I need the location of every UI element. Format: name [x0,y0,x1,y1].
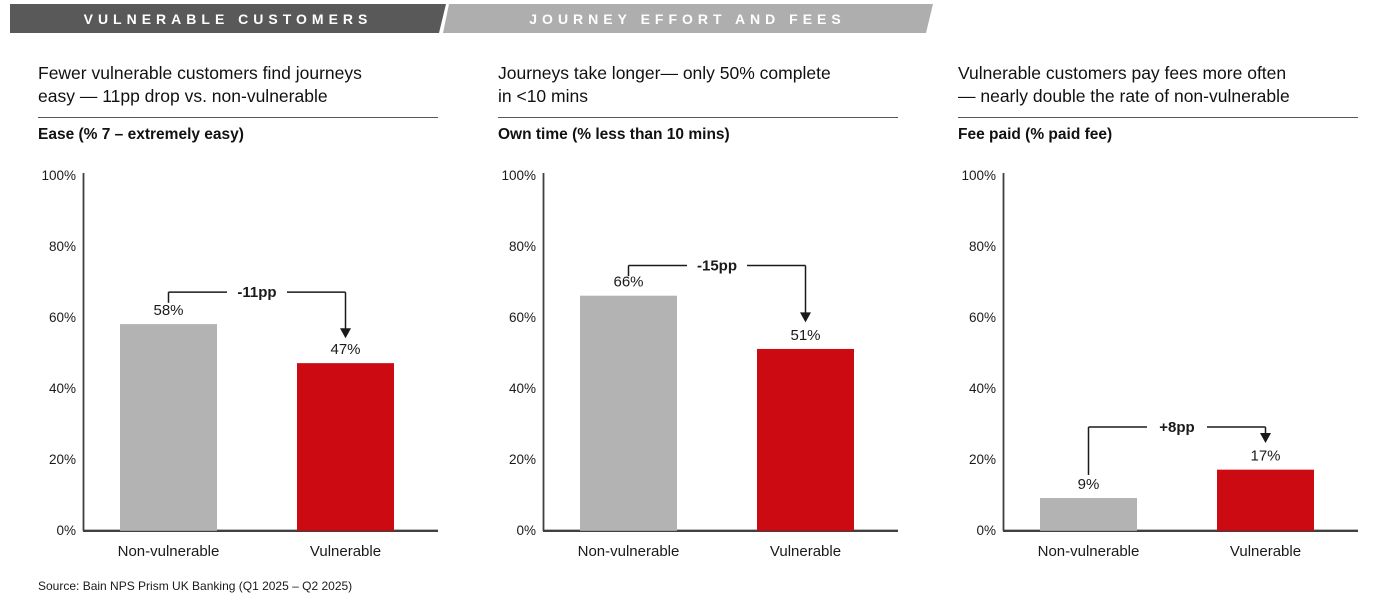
annotation-label: +8pp [1159,419,1194,436]
y-tick-label: 100% [41,168,76,183]
bar-chart-own-time: 0% 20% 40% 60% 80% 100% 66% Non-vulnerable 51% Vu… [501,168,898,560]
y-tick-label: 80% [969,239,996,254]
panel-title-line1: Fewer vulnerable customers find journeys [38,63,362,83]
title-divider [38,117,438,118]
panel-title-line2: — nearly double the rate of non-vulnerab… [958,86,1290,106]
bar-chart-fee-paid: 0% 20% 40% 60% 80% 100% 9% Non-vulnerable 17% Vul… [961,168,1358,560]
title-divider [498,117,898,118]
y-tick-label: 20% [969,452,996,467]
y-tick-label: 20% [509,452,536,467]
panel-title-line2: in <10 mins [498,86,588,106]
panel-title-line1: Vulnerable customers pay fees more often [958,63,1287,83]
chart-subtitle-own-time: Own time (% less than 10 mins) [498,126,730,143]
annotation-label: -15pp [697,258,737,275]
panel-title-fee-paid: Vulnerable customers pay fees more often… [958,62,1378,108]
header-tab2-label: JOURNEY EFFORT AND FEES [529,10,846,27]
x-category-label: Non-vulnerable [118,543,220,560]
y-tick-label: 100% [501,168,536,183]
panel-own-time: Journeys take longer— only 50% complete … [498,62,918,560]
bar-non-vulnerable [120,324,217,531]
y-tick-label: 0% [976,523,996,538]
x-category-label: Vulnerable [310,543,381,560]
y-tick-label: 60% [49,310,76,325]
y-tick-label: 40% [969,381,996,396]
y-tick-label: 80% [49,239,76,254]
annotation-arrowhead-icon [800,312,811,323]
y-tick-label: 40% [49,381,76,396]
bar-value-label: 58% [153,302,183,319]
panel-fee-paid: Vulnerable customers pay fees more often… [958,62,1378,560]
bar-vulnerable [1217,469,1314,531]
panel-title-line1: Journeys take longer— only 50% complete [498,63,831,83]
y-tick-label: 0% [516,523,536,538]
bar-vulnerable [297,363,394,531]
bar-value-label: 9% [1078,476,1100,493]
bar-chart-ease: 0% 20% 40% 60% 80% 100% 58% Non-vulnerable 47% Vu… [41,168,438,560]
y-tick-label: 80% [509,239,536,254]
panel-title-own-time: Journeys take longer— only 50% complete … [498,62,918,108]
annotation-label-mask [1147,417,1207,438]
header-tab1-label: VULNERABLE CUSTOMERS [83,10,373,27]
bar-value-label: 17% [1250,448,1280,465]
y-tick-label: 20% [49,452,76,467]
bar-value-label: 47% [330,341,360,358]
bar-value-label: 66% [613,274,643,291]
x-category-label: Vulnerable [1230,543,1301,560]
x-category-label: Vulnerable [770,543,841,560]
annotation-label: -11pp [237,284,276,301]
panel-title-line2: easy — 11pp drop vs. non-vulnerable [38,86,328,106]
annotation-arrowhead-icon [1260,433,1271,444]
chart-subtitle-ease: Ease (% 7 – extremely easy) [38,126,244,143]
annotation-label-mask [227,282,287,303]
header-tab-journey-effort-and-fees: JOURNEY EFFORT AND FEES [442,4,933,33]
bar-vulnerable [757,348,854,531]
bar-non-vulnerable [580,295,677,531]
header-tab-vulnerable-customers: VULNERABLE CUSTOMERS [10,4,446,33]
bar-value-label: 51% [790,327,820,344]
panel-title-ease: Fewer vulnerable customers find journeys… [38,62,458,108]
chart-subtitle-fee-paid: Fee paid (% paid fee) [958,126,1113,143]
x-category-label: Non-vulnerable [1038,543,1140,560]
y-tick-label: 40% [509,381,536,396]
bar-non-vulnerable [1040,498,1137,531]
y-tick-label: 60% [509,310,536,325]
source-note: Source: Bain NPS Prism UK Banking (Q1 20… [38,579,353,593]
x-category-label: Non-vulnerable [578,543,680,560]
y-tick-label: 0% [56,523,76,538]
panel-ease: Fewer vulnerable customers find journeys… [38,62,458,560]
annotation-label-mask [687,255,747,276]
y-tick-label: 100% [961,168,996,183]
title-divider [958,117,1358,118]
y-tick-label: 60% [969,310,996,325]
annotation-arrowhead-icon [340,328,351,339]
